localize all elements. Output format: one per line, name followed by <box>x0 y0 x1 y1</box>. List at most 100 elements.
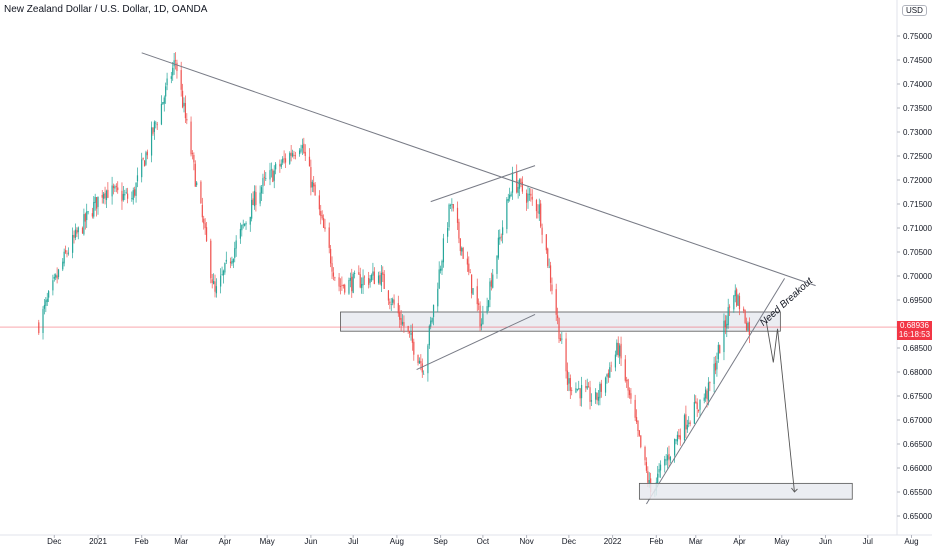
currency-badge[interactable]: USD <box>902 5 927 16</box>
candle-body <box>115 186 117 188</box>
candle-body <box>462 247 464 259</box>
candle-body <box>131 198 133 199</box>
candle-body <box>328 227 330 248</box>
candle-body <box>279 164 281 167</box>
candle-body <box>568 378 570 384</box>
candle-body <box>204 223 206 229</box>
candle-body <box>200 181 202 204</box>
candle-body <box>703 397 705 401</box>
y-axis-label: 0.74000 <box>903 80 932 89</box>
candle-body <box>634 399 636 418</box>
x-axis-label: Dec <box>47 537 61 546</box>
candle-body <box>490 280 492 287</box>
candle-body <box>432 304 435 318</box>
candle-body <box>482 313 484 325</box>
candle-body <box>83 214 85 235</box>
x-axis-label: May <box>260 537 275 546</box>
candle-body <box>689 422 691 425</box>
candle-body <box>101 194 103 198</box>
candle-body <box>604 377 607 393</box>
candle-body <box>707 382 710 401</box>
candle-body <box>669 456 671 461</box>
candle-body <box>521 181 523 192</box>
candle-body <box>141 159 143 178</box>
candle-body <box>706 390 708 400</box>
candle-body <box>627 379 629 391</box>
candle-body <box>575 388 577 393</box>
candle-body <box>369 278 371 283</box>
candle-body <box>688 422 690 424</box>
candle-body <box>362 277 364 286</box>
candle-body <box>530 193 532 196</box>
candle-body <box>456 207 459 223</box>
candle-body <box>214 281 216 292</box>
candle-body <box>241 224 243 231</box>
candle-body <box>275 163 277 170</box>
x-axis-label: Feb <box>135 537 149 546</box>
x-axis-label: Nov <box>519 537 533 546</box>
countdown-timer: 16:18:53 <box>898 330 931 339</box>
candle-body <box>352 273 354 293</box>
candle-body <box>349 277 351 281</box>
x-axis-label: Mar <box>689 537 703 546</box>
x-axis-label: Mar <box>174 537 188 546</box>
candle-body <box>93 202 95 217</box>
candle-body <box>423 373 425 375</box>
candle-body <box>408 331 411 334</box>
candle-body <box>658 469 660 473</box>
candle-body <box>614 354 617 368</box>
candle-body <box>46 298 48 302</box>
candle-body <box>647 471 649 483</box>
candle-body <box>569 378 571 391</box>
candle-body <box>242 224 244 226</box>
candle-body <box>743 308 745 311</box>
candle-body <box>265 178 267 179</box>
candle-body <box>540 203 542 227</box>
candle-body <box>122 193 124 200</box>
x-axis-label: Apr <box>219 537 232 546</box>
candle-body <box>478 303 480 305</box>
candle-body <box>447 227 449 237</box>
candle-body <box>637 420 639 431</box>
candle-body <box>726 323 728 329</box>
candle-body <box>468 263 470 272</box>
candle-body <box>72 234 74 253</box>
candle-body <box>97 196 99 207</box>
x-axis-label: Jun <box>304 537 317 546</box>
candle-body <box>489 281 491 300</box>
candle-body <box>471 274 473 294</box>
candle-body <box>338 277 340 287</box>
candle-body <box>334 277 336 279</box>
candle-body <box>745 322 748 331</box>
candle-body <box>77 227 79 233</box>
candle-body <box>283 158 285 160</box>
candle-body <box>76 230 78 234</box>
x-axis-label: 2021 <box>89 537 107 546</box>
candle-body <box>507 198 509 201</box>
candle-body <box>174 60 177 62</box>
candle-body <box>291 153 294 157</box>
candle-body <box>733 295 735 310</box>
candle-body <box>428 325 430 346</box>
candle-body <box>517 186 519 193</box>
candle-body <box>155 122 157 124</box>
candle-body <box>322 218 325 228</box>
candle-body <box>407 325 409 332</box>
candle-body <box>430 320 432 327</box>
candle-body <box>142 157 144 160</box>
candle-body <box>253 190 256 207</box>
candle-body <box>421 363 423 373</box>
candle-body <box>221 274 223 275</box>
candle-body <box>66 253 68 255</box>
candle-body <box>420 361 422 364</box>
candle-body <box>674 438 676 456</box>
x-axis-label: Sep <box>433 537 448 546</box>
candle-body <box>648 480 650 484</box>
candle-body <box>193 155 195 163</box>
candle-body <box>181 90 184 108</box>
candle-body <box>565 338 567 372</box>
candle-body <box>469 272 471 274</box>
y-axis-label: 0.68500 <box>903 344 932 353</box>
